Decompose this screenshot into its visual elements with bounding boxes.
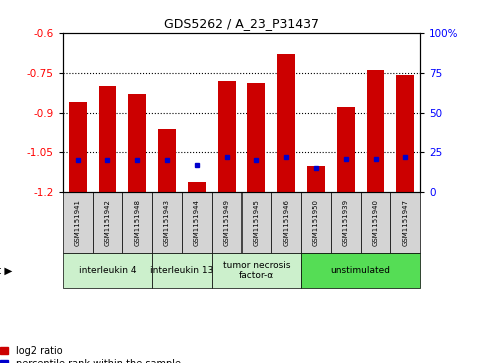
Text: GSM1151943: GSM1151943 <box>164 199 170 246</box>
Bar <box>242 192 271 253</box>
Bar <box>331 192 361 253</box>
Bar <box>69 102 86 192</box>
Legend: log2 ratio, percentile rank within the sample: log2 ratio, percentile rank within the s… <box>0 346 181 363</box>
Text: interleukin 13: interleukin 13 <box>150 266 213 275</box>
Bar <box>212 253 301 288</box>
Bar <box>247 83 265 192</box>
Text: GSM1151947: GSM1151947 <box>402 199 408 246</box>
Bar <box>122 192 152 253</box>
Text: GSM1151949: GSM1151949 <box>224 199 229 246</box>
Text: tumor necrosis
factor-α: tumor necrosis factor-α <box>223 261 290 280</box>
Text: GSM1151944: GSM1151944 <box>194 199 200 246</box>
Bar <box>218 81 236 192</box>
Bar <box>152 253 212 288</box>
Text: GSM1151948: GSM1151948 <box>134 199 140 246</box>
Text: agent ▶: agent ▶ <box>0 266 13 276</box>
Text: GSM1151945: GSM1151945 <box>254 199 259 246</box>
Text: GSM1151940: GSM1151940 <box>372 199 379 246</box>
Bar <box>397 75 414 192</box>
Bar <box>390 192 420 253</box>
Bar <box>182 192 212 253</box>
Text: GSM1151941: GSM1151941 <box>75 199 81 246</box>
Text: interleukin 4: interleukin 4 <box>79 266 136 275</box>
Bar <box>271 192 301 253</box>
Bar <box>128 94 146 192</box>
Bar <box>99 86 116 192</box>
Text: GSM1151946: GSM1151946 <box>283 199 289 246</box>
Bar <box>63 253 152 288</box>
Bar <box>301 253 420 288</box>
Text: GSM1151950: GSM1151950 <box>313 199 319 246</box>
Text: unstimulated: unstimulated <box>331 266 391 275</box>
Bar <box>188 182 206 192</box>
Bar <box>301 192 331 253</box>
Bar <box>212 192 242 253</box>
Bar <box>63 192 93 253</box>
Text: GSM1151939: GSM1151939 <box>343 199 349 246</box>
Text: GSM1151942: GSM1151942 <box>104 199 111 246</box>
Bar <box>361 192 390 253</box>
Title: GDS5262 / A_23_P31437: GDS5262 / A_23_P31437 <box>164 17 319 30</box>
Bar <box>277 54 295 192</box>
Bar <box>367 70 384 192</box>
Bar <box>337 107 355 192</box>
Bar <box>93 192 122 253</box>
Bar <box>307 166 325 192</box>
Bar <box>152 192 182 253</box>
Bar <box>158 129 176 192</box>
